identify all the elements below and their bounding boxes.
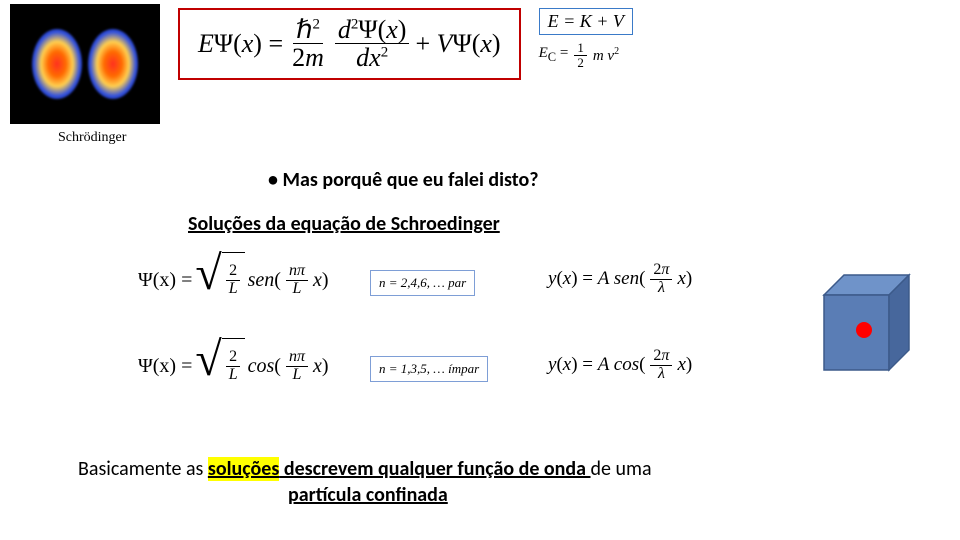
energy-sum-eq: E = K + V xyxy=(548,11,624,32)
psi-sin-lhs: Ψ(x) = xyxy=(138,269,192,292)
left-column: Schrödinger xyxy=(10,4,160,146)
schrodinger-caption: Schrödinger xyxy=(58,130,160,146)
schrodinger-equation: EΨ(x) = ℏ2 2m d2Ψ(x) dx2 + VΨ(x) xyxy=(198,16,501,72)
psi-cos-lhs: Ψ(x) = xyxy=(138,355,192,378)
particle-box-cube xyxy=(804,260,924,390)
bullet-question: • Mas porquê que eu falei disto? xyxy=(268,168,960,192)
cos-label: cos xyxy=(248,355,275,377)
n-odd-box: n = 1,3,5, … ímpar xyxy=(370,356,488,382)
orbital-lobe-right xyxy=(88,29,138,99)
solutions-area: Ψ(x) = √ 2L sen( nπL x) n = 2,4,6, … par… xyxy=(0,248,960,428)
n-even-box: n = 2,4,6, … par xyxy=(370,270,475,296)
summary-after: de uma xyxy=(591,457,652,481)
solutions-heading: Soluções da equação de Schroedinger xyxy=(188,212,960,236)
psi-cos-eq: Ψ(x) = √ 2L cos( nπL x) xyxy=(138,338,329,394)
side-equations: E = K + V EC = 12 m v2 xyxy=(539,8,633,69)
main-equation-box: EΨ(x) = ℏ2 2m d2Ψ(x) dx2 + VΨ(x) xyxy=(178,8,521,80)
summary-before: Basicamente as xyxy=(78,457,208,481)
top-row: Schrödinger EΨ(x) = ℏ2 2m d2Ψ(x) dx2 + V… xyxy=(0,0,960,146)
orbital-image xyxy=(10,4,160,124)
summary-highlight: soluções xyxy=(208,457,279,481)
summary-middle: descrevem qualquer função de onda xyxy=(279,457,590,481)
sin-label: sen xyxy=(248,269,275,291)
summary-line2: partícula confinada xyxy=(288,483,448,507)
summary-text: Basicamente as soluções descrevem qualqu… xyxy=(78,456,900,508)
y-sin-eq: y(x) = A sen( 2πλ x) xyxy=(548,262,692,297)
electron-icon xyxy=(856,322,872,338)
psi-sin-eq: Ψ(x) = √ 2L sen( nπL x) xyxy=(138,252,329,308)
energy-sum-box: E = K + V xyxy=(539,8,633,35)
orbital-lobe-left xyxy=(32,29,82,99)
y-cos-eq: y(x) = A cos( 2πλ x) xyxy=(548,348,692,383)
kinetic-energy-eq: EC = 12 m v2 xyxy=(539,41,633,69)
